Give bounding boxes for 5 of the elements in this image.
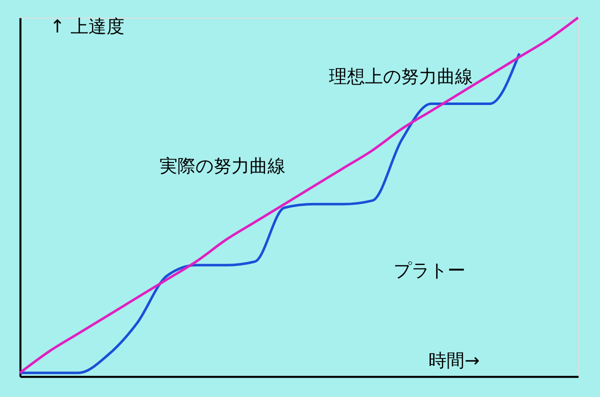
annotation: プラトー xyxy=(394,260,466,282)
annotation: 実際の努力曲線 xyxy=(159,156,286,178)
y-axis-title: ↑ 上達度 xyxy=(50,16,125,38)
x-axis-title: 時間→ xyxy=(428,350,480,372)
annotation: 理想上の努力曲線 xyxy=(328,66,473,88)
